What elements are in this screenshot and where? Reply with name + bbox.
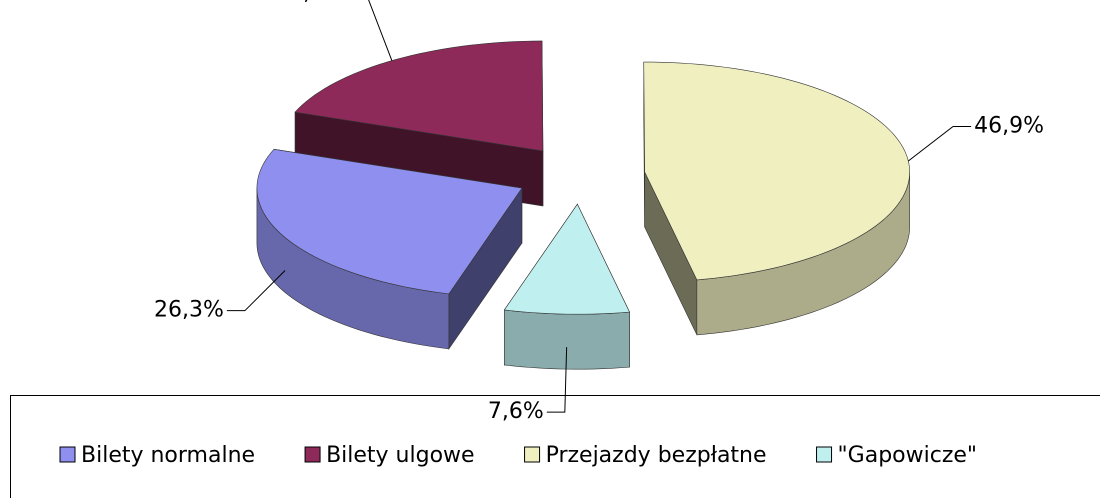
data-label: 26,3% [154,298,224,323]
data-labels: 26,3% 19,2% 46,9% 7,6% [154,0,1044,424]
slice [503,203,631,315]
legend-swatch [59,446,76,463]
slice-side [504,309,630,370]
pie [256,40,910,370]
legend-swatch [524,446,541,463]
legend-swatch [816,446,833,463]
leader-line [908,125,972,162]
data-label: 7,6% [488,399,544,424]
leader-line [368,0,393,61]
data-label: 19,2% [275,0,345,6]
legend-box [10,395,1100,498]
legend: Bilety normalne Bilety ulgowe Przejazdy be… [59,443,977,468]
legend-label: "Gapowicze" [838,443,977,468]
legend-swatch [304,446,321,463]
leader-line [546,347,568,413]
slice [294,40,544,152]
slice [256,148,523,295]
leader-line [226,270,286,312]
data-label: 46,9% [974,113,1044,138]
legend-label: Przejazdy bezpłatne [546,443,767,468]
slice [643,61,910,281]
legend-label: Bilety normalne [81,443,255,468]
legend-label: Bilety ulgowe [326,443,475,468]
